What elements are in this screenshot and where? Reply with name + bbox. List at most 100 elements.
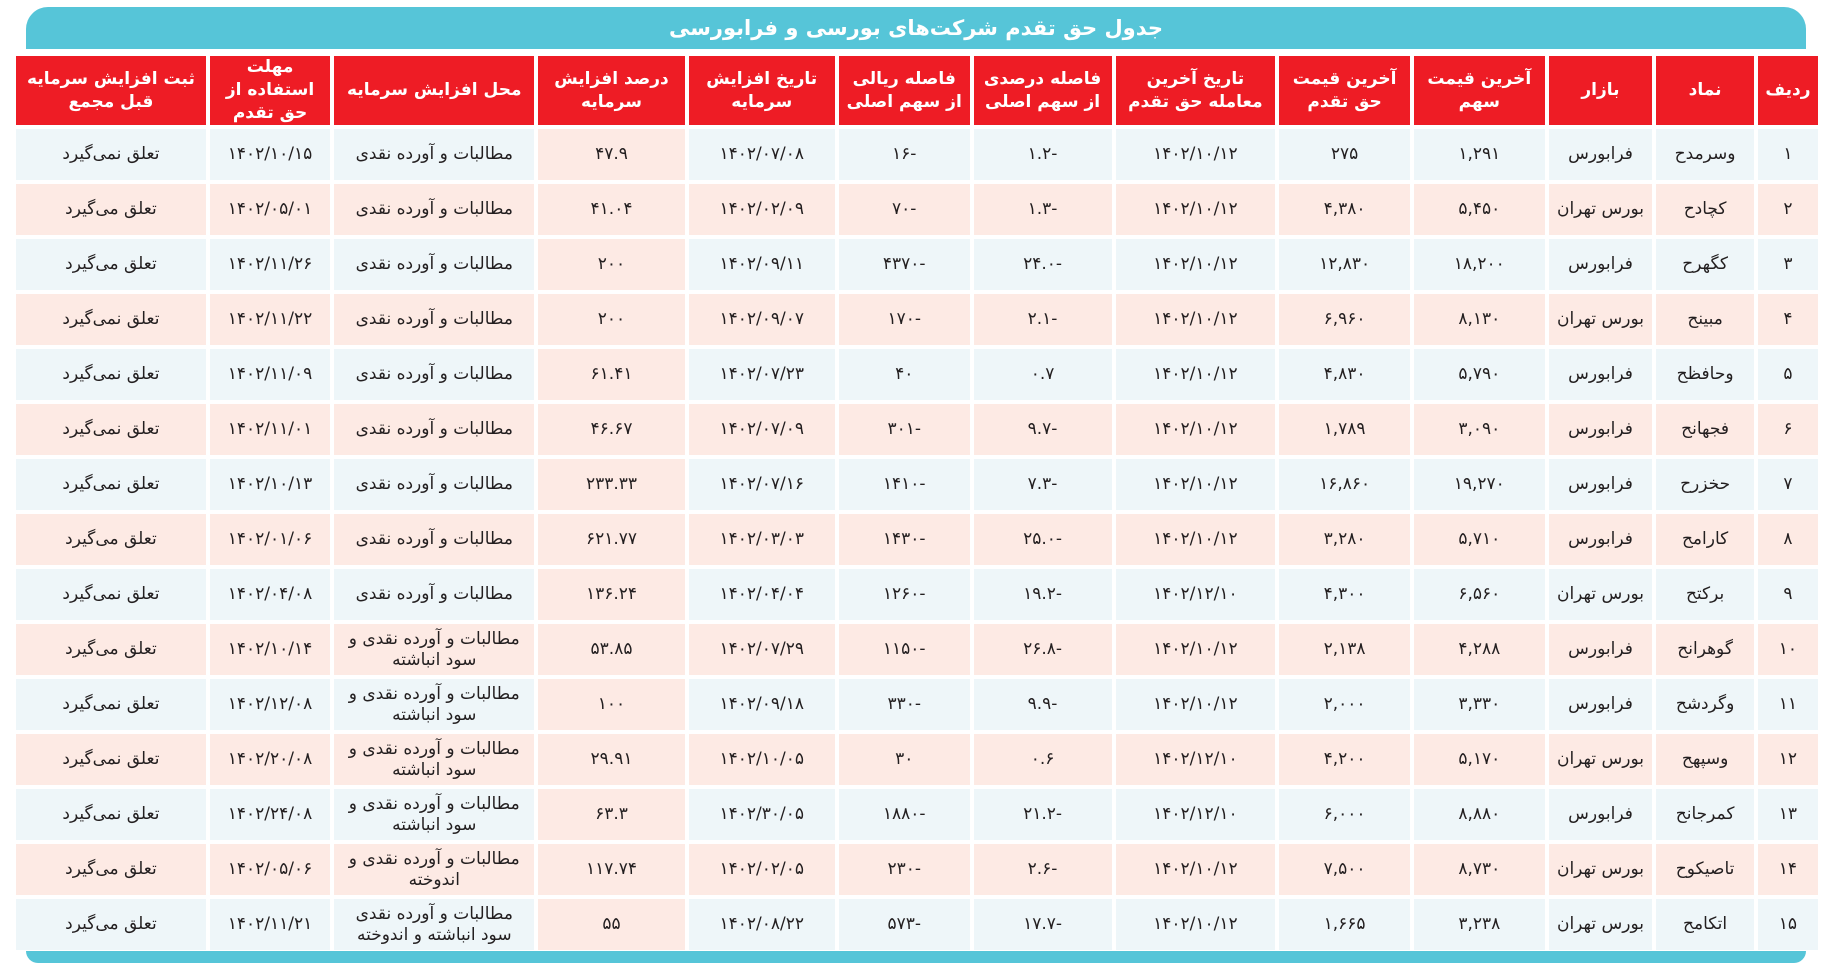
col-header-symbol[interactable]: نماد xyxy=(1656,56,1754,125)
stock-price-cell: ۶,۵۶۰ xyxy=(1413,569,1545,620)
symbol-cell: کگهرح xyxy=(1656,239,1754,290)
percent-gap-cell: -۱.۳ xyxy=(973,184,1112,235)
market-cell: بورس تهران xyxy=(1548,899,1653,950)
percent-gap-cell: -۱۷.۷ xyxy=(973,899,1112,950)
capital-source-cell: مطالبات و آورده نقدی xyxy=(334,349,535,400)
col-header-deadline[interactable]: مهلت استفاده از حق تقدم xyxy=(209,56,331,125)
percent-gap-cell: -۹.۷ xyxy=(973,404,1112,455)
col-header-row-number[interactable]: ردیف xyxy=(1757,56,1818,125)
rial-gap-cell: -۱۴۱۰ xyxy=(838,459,970,510)
table-row[interactable]: ۲ کچادح بورس تهران ۵,۴۵۰ ۴,۳۸۰ ۱۴۰۲/۱۰/۱۲ -۱.۳… xyxy=(16,184,1818,235)
rights-price-cell: ۳,۲۸۰ xyxy=(1279,514,1410,565)
table-row[interactable]: ۹ برکتح بورس تهران ۶,۵۶۰ ۴,۳۰۰ ۱۴۰۲/۱۲/۱۰ -۱۹.… xyxy=(16,569,1818,620)
table-row[interactable]: ۵ وحافظح فرابورس ۵,۷۹۰ ۴,۸۳۰ ۱۴۰۲/۱۰/۱۲ ۰.۷ ۴۰ ۱… xyxy=(16,349,1818,400)
table-row[interactable]: ۷ حخزرح فرابورس ۱۹,۲۷۰ ۱۶,۸۶۰ ۱۴۰۲/۱۰/۱۲ -۷.۳-… xyxy=(16,459,1818,510)
stock-price-cell: ۴,۲۸۸ xyxy=(1413,624,1545,675)
capital-increase-percent-cell: ۲۳۳.۳۳ xyxy=(538,459,685,510)
deadline-cell: ۱۴۰۲/۱۱/۲۲ xyxy=(209,294,331,345)
row-number-cell: ۸ xyxy=(1757,514,1818,565)
col-header-last-trade-date[interactable]: تاریخ آخرین معامله حق تقدم xyxy=(1115,56,1276,125)
last-trade-date-cell: ۱۴۰۲/۱۰/۱۲ xyxy=(1115,294,1276,345)
symbol-cell: وسرمدح xyxy=(1656,129,1754,180)
capital-increase-date-cell: ۱۴۰۲/۰۹/۰۷ xyxy=(688,294,835,345)
registration-cell: تعلق نمی‌گیرد xyxy=(16,569,206,620)
rial-gap-cell: -۱۸۸۰ xyxy=(838,789,970,840)
capital-source-cell: مطالبات و آورده نقدی سود انباشته و اندوخ… xyxy=(334,899,535,950)
title-bar: جدول حق تقدم شرکت‌های بورسی و فرابورسی xyxy=(26,7,1806,49)
table-row[interactable]: ۶ فجهانح فرابورس ۳,۰۹۰ ۱,۷۸۹ ۱۴۰۲/۱۰/۱۲ -۹.۷ -۳… xyxy=(16,404,1818,455)
symbol-cell: وگردشح xyxy=(1656,679,1754,730)
deadline-cell: ۱۴۰۲/۱۰/۱۵ xyxy=(209,129,331,180)
table-row[interactable]: ۱۰ گوهرانح فرابورس ۴,۲۸۸ ۲,۱۳۸ ۱۴۰۲/۱۰/۱۲ -۲۶.… xyxy=(16,624,1818,675)
registration-cell: تعلق می‌گیرد xyxy=(16,624,206,675)
table-row[interactable]: ۱۴ تاصیکوح بورس تهران ۸,۷۳۰ ۷,۵۰۰ ۱۴۰۲/۱۰/۱۲-… xyxy=(16,844,1818,895)
stock-price-cell: ۵,۴۵۰ xyxy=(1413,184,1545,235)
col-header-stock-price[interactable]: آخرین قیمت سهم xyxy=(1413,56,1545,125)
market-cell: بورس تهران xyxy=(1548,734,1653,785)
market-cell: فرابورس xyxy=(1548,404,1653,455)
last-trade-date-cell: ۱۴۰۲/۱۰/۱۲ xyxy=(1115,459,1276,510)
col-header-capital-increase-date[interactable]: تاریخ افزایش سرمایه xyxy=(688,56,835,125)
deadline-cell: ۱۴۰۲/۰۵/۰۶ xyxy=(209,844,331,895)
row-number-cell: ۱۲ xyxy=(1757,734,1818,785)
registration-cell: تعلق نمی‌گیرد xyxy=(16,404,206,455)
capital-increase-percent-cell: ۲۹.۹۱ xyxy=(538,734,685,785)
rial-gap-cell: -۱۲۶۰ xyxy=(838,569,970,620)
market-cell: بورس تهران xyxy=(1548,844,1653,895)
table-row[interactable]: ۱ وسرمدح فرابورس ۱,۲۹۱ ۲۷۵ ۱۴۰۲/۱۰/۱۲ -۱.۲ -۱۶ ۱… xyxy=(16,129,1818,180)
stock-price-cell: ۱۸,۲۰۰ xyxy=(1413,239,1545,290)
table-row[interactable]: ۱۵ اتکامح بورس تهران ۳,۲۳۸ ۱,۶۶۵ ۱۴۰۲/۱۰/۱۲ -۱… xyxy=(16,899,1818,950)
deadline-cell: ۱۴۰۲/۱۱/۰۱ xyxy=(209,404,331,455)
registration-cell: تعلق می‌گیرد xyxy=(16,514,206,565)
deadline-cell: ۱۴۰۲/۱۱/۲۶ xyxy=(209,239,331,290)
row-number-cell: ۱۴ xyxy=(1757,844,1818,895)
stock-price-cell: ۳,۰۹۰ xyxy=(1413,404,1545,455)
capital-increase-date-cell: ۱۴۰۲/۰۹/۱۱ xyxy=(688,239,835,290)
row-number-cell: ۱۵ xyxy=(1757,899,1818,950)
last-trade-date-cell: ۱۴۰۲/۱۰/۱۲ xyxy=(1115,514,1276,565)
market-cell: فرابورس xyxy=(1548,459,1653,510)
stock-price-cell: ۸,۷۳۰ xyxy=(1413,844,1545,895)
table-row[interactable]: ۳ کگهرح فرابورس ۱۸,۲۰۰ ۱۲,۸۳۰ ۱۴۰۲/۱۰/۱۲ -۲۴.۰… xyxy=(16,239,1818,290)
rial-gap-cell: ۴۰ xyxy=(838,349,970,400)
last-trade-date-cell: ۱۴۰۲/۱۰/۱۲ xyxy=(1115,624,1276,675)
symbol-cell: حخزرح xyxy=(1656,459,1754,510)
deadline-cell: ۱۴۰۲/۲۴/۰۸ xyxy=(209,789,331,840)
stock-price-cell: ۱,۲۹۱ xyxy=(1413,129,1545,180)
table-row[interactable]: ۴ مبینح بورس تهران ۸,۱۳۰ ۶,۹۶۰ ۱۴۰۲/۱۰/۱۲ -۲.۱… xyxy=(16,294,1818,345)
rights-price-cell: ۶,۰۰۰ xyxy=(1279,789,1410,840)
col-header-market[interactable]: بازار xyxy=(1548,56,1653,125)
col-header-capital-source[interactable]: محل افزایش سرمایه xyxy=(334,56,535,125)
registration-cell: تعلق نمی‌گیرد xyxy=(16,789,206,840)
rial-gap-cell: -۱۶ xyxy=(838,129,970,180)
table-row[interactable]: ۸ کارامح فرابورس ۵,۷۱۰ ۳,۲۸۰ ۱۴۰۲/۱۰/۱۲ -۲۵.۰-… xyxy=(16,514,1818,565)
table-row[interactable]: ۱۳ کمرجانح فرابورس ۸,۸۸۰ ۶,۰۰۰ ۱۴۰۲/۱۲/۱۰ -۲۱.… xyxy=(16,789,1818,840)
col-header-registration[interactable]: ثبت افزایش سرمایه قبل مجمع xyxy=(16,56,206,125)
capital-source-cell: مطالبات و آورده نقدی xyxy=(334,294,535,345)
market-cell: بورس تهران xyxy=(1548,184,1653,235)
stock-price-cell: ۳,۲۳۸ xyxy=(1413,899,1545,950)
percent-gap-cell: ۰.۷ xyxy=(973,349,1112,400)
col-header-rial-gap[interactable]: فاصله ریالی از سهم اصلی xyxy=(838,56,970,125)
capital-increase-date-cell: ۱۴۰۲/۰۹/۱۸ xyxy=(688,679,835,730)
col-header-percent-gap[interactable]: فاصله درصدی از سهم اصلی xyxy=(973,56,1112,125)
rights-price-cell: ۱۶,۸۶۰ xyxy=(1279,459,1410,510)
rial-gap-cell: -۱۱۵۰ xyxy=(838,624,970,675)
percent-gap-cell: -۲۵.۰ xyxy=(973,514,1112,565)
row-number-cell: ۵ xyxy=(1757,349,1818,400)
rial-gap-cell: -۵۷۳ xyxy=(838,899,970,950)
stock-price-cell: ۵,۱۷۰ xyxy=(1413,734,1545,785)
col-header-capital-increase-percent[interactable]: درصد افزایش سرمایه xyxy=(538,56,685,125)
registration-cell: تعلق نمی‌گیرد xyxy=(16,459,206,510)
capital-increase-percent-cell: ۴۶.۶۷ xyxy=(538,404,685,455)
market-cell: بورس تهران xyxy=(1548,569,1653,620)
capital-increase-date-cell: ۱۴۰۲/۰۷/۰۹ xyxy=(688,404,835,455)
percent-gap-cell: -۱۹.۲ xyxy=(973,569,1112,620)
stock-price-cell: ۵,۷۹۰ xyxy=(1413,349,1545,400)
capital-increase-date-cell: ۱۴۰۲/۰۷/۱۶ xyxy=(688,459,835,510)
table-row[interactable]: ۱۲ وسپهح بورس تهران ۵,۱۷۰ ۴,۲۰۰ ۱۴۰۲/۱۲/۱۰ ۰.۶… xyxy=(16,734,1818,785)
last-trade-date-cell: ۱۴۰۲/۱۰/۱۲ xyxy=(1115,129,1276,180)
table-row[interactable]: ۱۱ وگردشح فرابورس ۳,۳۳۰ ۲,۰۰۰ ۱۴۰۲/۱۰/۱۲ -۹.۹-… xyxy=(16,679,1818,730)
col-header-rights-price[interactable]: آخرین قیمت حق تقدم xyxy=(1279,56,1410,125)
last-trade-date-cell: ۱۴۰۲/۱۰/۱۲ xyxy=(1115,239,1276,290)
